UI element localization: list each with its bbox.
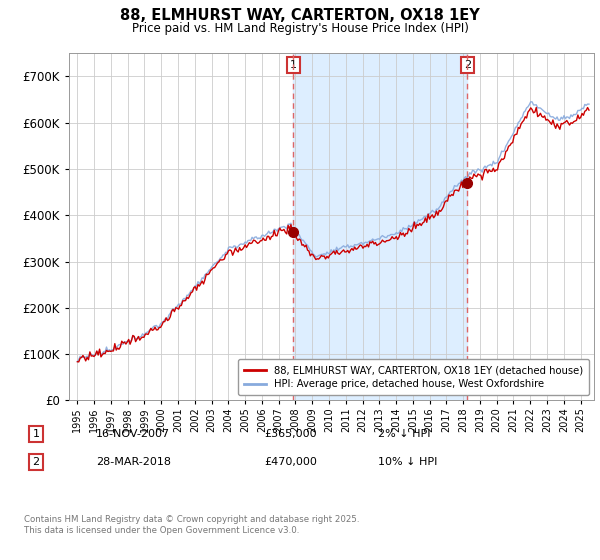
- Text: 2: 2: [32, 457, 40, 467]
- Text: 2: 2: [464, 60, 471, 70]
- Text: 28-MAR-2018: 28-MAR-2018: [96, 457, 171, 467]
- Text: £470,000: £470,000: [264, 457, 317, 467]
- Text: 10% ↓ HPI: 10% ↓ HPI: [378, 457, 437, 467]
- Text: £365,000: £365,000: [264, 429, 317, 439]
- Text: 1: 1: [290, 60, 297, 70]
- Text: Contains HM Land Registry data © Crown copyright and database right 2025.
This d: Contains HM Land Registry data © Crown c…: [24, 515, 359, 535]
- Bar: [293, 53, 467, 400]
- Text: 1: 1: [32, 429, 40, 439]
- Text: 2% ↓ HPI: 2% ↓ HPI: [378, 429, 431, 439]
- Text: 88, ELMHURST WAY, CARTERTON, OX18 1EY: 88, ELMHURST WAY, CARTERTON, OX18 1EY: [120, 8, 480, 24]
- Legend: 88, ELMHURST WAY, CARTERTON, OX18 1EY (detached house), HPI: Average price, deta: 88, ELMHURST WAY, CARTERTON, OX18 1EY (d…: [238, 360, 589, 395]
- Text: Price paid vs. HM Land Registry's House Price Index (HPI): Price paid vs. HM Land Registry's House …: [131, 22, 469, 35]
- Text: 16-NOV-2007: 16-NOV-2007: [96, 429, 170, 439]
